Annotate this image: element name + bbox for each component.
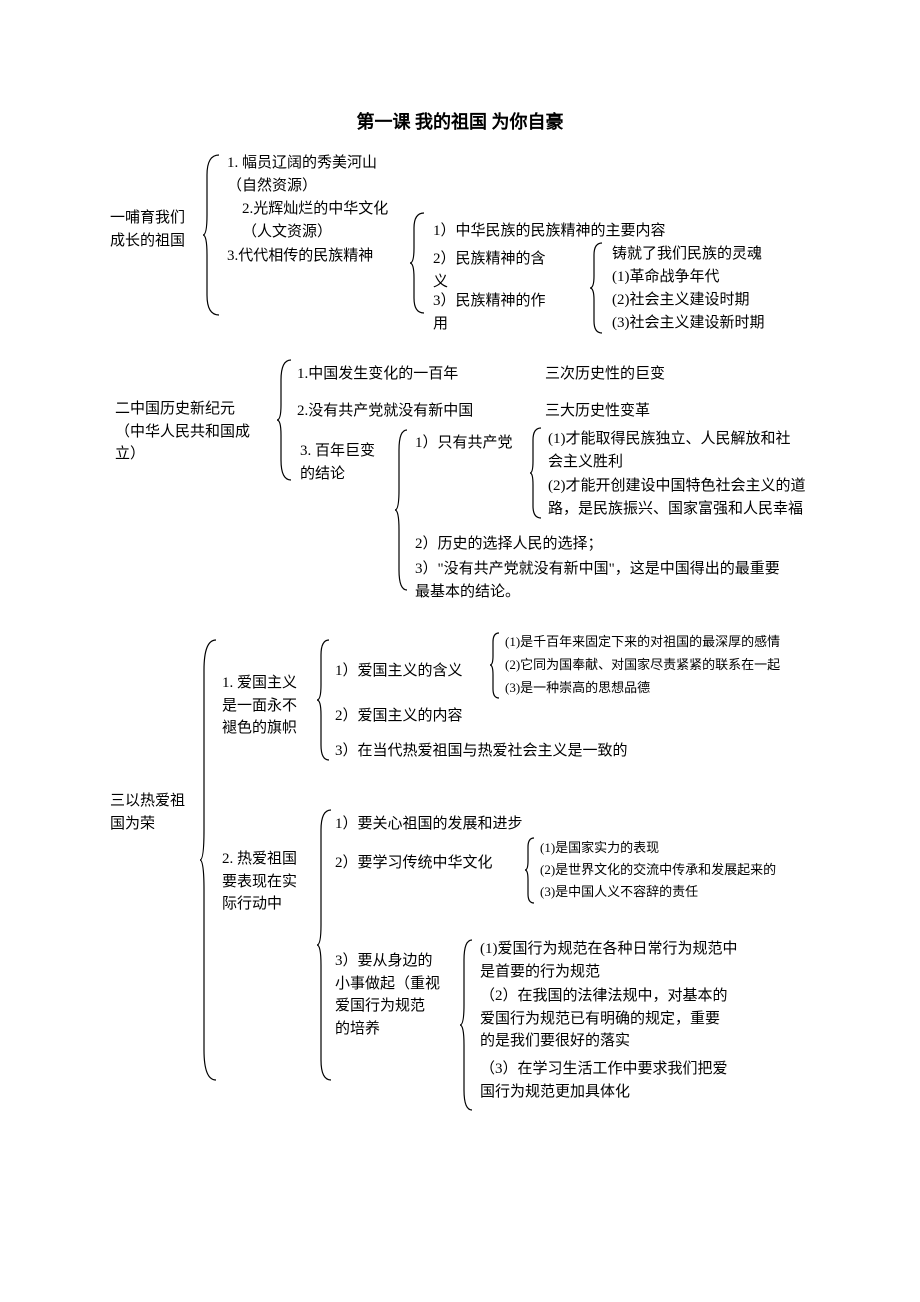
s3-p2-s2b: (2)是世界文化的交流中传承和发展起来的 (540, 860, 776, 881)
section3-label: 三以热爱祖 国为荣 (110, 790, 185, 835)
s3-p2-s2: 2）要学习传统中华文化 (335, 852, 493, 875)
s3-p2-s2c: (3)是中国人义不容辞的责任 (540, 882, 698, 903)
s3-p1-s3: 3）在当代热爱祖国与热爱社会主义是一致的 (335, 740, 628, 763)
page: 第一课 我的祖国 为你自豪 一哺育我们 成长的祖国 1. 幅员辽阔的秀美河山 （… (0, 0, 920, 1302)
s3-p1-label: 1. 爱国主义 是一面永不 褪色的旗帜 (222, 672, 297, 740)
s3-p1-s1b: (2)它同为国奉献、对国家尽责紧紧的联系在一起 (505, 655, 780, 676)
s3-p2-s1: 1）要关心祖国的发展和进步 (335, 813, 523, 836)
s1-spirit-0: 铸就了我们民族的灵魂 (612, 243, 762, 266)
s2-concl-3: 3）"没有共产党就没有新中国"，这是中国得出的最重要 最基本的结论。 (415, 558, 780, 603)
s2-item1: 1.中国发生变化的一百年 (297, 363, 458, 386)
section1-label: 一哺育我们 成长的祖国 (110, 207, 185, 252)
s3-p1-s1: 1）爱国主义的含义 (335, 660, 463, 683)
s1-sub2: 2）民族精神的含 义 (433, 248, 546, 293)
s1-item2: 2.光辉灿烂的中华文化 （人文资源） (242, 198, 388, 243)
brace-icon (203, 155, 223, 315)
brace-icon (590, 243, 606, 333)
s2-concl-1: 1）只有共产党 (415, 432, 513, 455)
brace-icon (317, 810, 335, 1080)
brace-icon (460, 940, 476, 1110)
s1-item1: 1. 幅员辽阔的秀美河山 （自然资源） (227, 152, 377, 197)
brace-icon (317, 640, 333, 760)
s3-p1-s1a: (1)是千百年来固定下来的对祖国的最深厚的感情 (505, 632, 780, 653)
s3-p2-s3c: （3）在学习生活工作中要求我们把爱 国行为规范更加具体化 (480, 1058, 728, 1103)
brace-icon (525, 838, 537, 903)
page-title: 第一课 我的祖国 为你自豪 (0, 108, 920, 134)
s1-item3: 3.代代相传的民族精神 (227, 245, 373, 268)
s2-item3: 3. 百年巨变 的结论 (300, 440, 375, 485)
s1-sub1: 1）中华民族的民族精神的主要内容 (433, 220, 666, 243)
brace-icon (490, 633, 502, 698)
brace-icon (410, 213, 428, 313)
s2-item1r: 三次历史性的巨变 (545, 363, 665, 386)
s2-item2: 2.没有共产党就没有新中国 (297, 400, 473, 423)
brace-icon (200, 640, 220, 1080)
brace-icon (530, 428, 544, 518)
s3-p2-s3a: (1)爱国行为规范在各种日常行为规范中 是首要的行为规范 (480, 938, 738, 983)
s1-spirit-1: (1)革命战争年代 (612, 266, 720, 289)
s3-p2-s2a: (1)是国家实力的表现 (540, 838, 659, 859)
section2-label: 二中国历史新纪元 （中华人民共和国成 立） (115, 398, 250, 466)
s3-p2-s3: 3）要从身边的 小事做起（重视 爱国行为规范 的培养 (335, 950, 440, 1040)
brace-icon (395, 430, 411, 590)
s3-p2-s3b: （2）在我国的法律法规中，对基本的 爱国行为规范已有明确的规定，重要 的是我们要… (480, 985, 728, 1053)
s3-p2-label: 2. 热爱祖国 要表现在实 际行动中 (222, 848, 297, 916)
s3-p1-s1c: (3)是一种崇高的思想品德 (505, 678, 650, 699)
brace-icon (277, 360, 295, 480)
s2-concl-2: 2）历史的选择人民的选择； (415, 533, 603, 556)
s2-concl-1b: (2)才能开创建设中国特色社会主义的道 路，是民族振兴、国家富强和人民幸福 (548, 475, 806, 520)
s3-p1-s2: 2）爱国主义的内容 (335, 705, 463, 728)
s2-item2r: 三大历史性变革 (545, 400, 650, 423)
s1-sub3: 3）民族精神的作 用 (433, 290, 546, 335)
s2-concl-1a: (1)才能取得民族独立、人民解放和社 会主义胜利 (548, 428, 791, 473)
s1-spirit-2: (2)社会主义建设时期 (612, 289, 750, 312)
s1-spirit-3: (3)社会主义建设新时期 (612, 312, 765, 335)
